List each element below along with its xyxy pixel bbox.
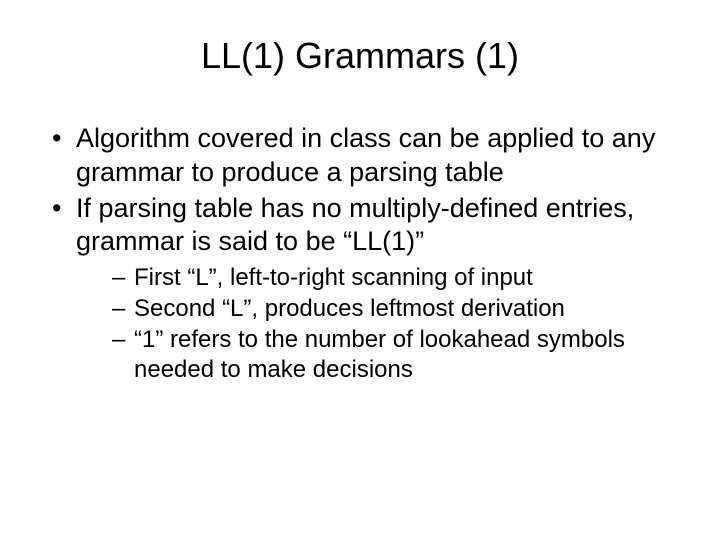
- main-bullet-list: Algorithm covered in class can be applie…: [40, 122, 680, 385]
- bullet-item: If parsing table has no multiply-defined…: [50, 192, 680, 386]
- sub-bullet-list: First “L”, left-to-right scanning of inp…: [76, 263, 680, 385]
- slide-container: LL(1) Grammars (1) Algorithm covered in …: [0, 0, 720, 540]
- sub-bullet-item: Second “L”, produces leftmost derivation: [112, 294, 680, 324]
- slide-title: LL(1) Grammars (1): [40, 35, 680, 77]
- sub-bullet-item: “1” refers to the number of lookahead sy…: [112, 325, 680, 385]
- sub-bullet-item: First “L”, left-to-right scanning of inp…: [112, 263, 680, 293]
- bullet-item: Algorithm covered in class can be applie…: [50, 122, 680, 190]
- bullet-text: If parsing table has no multiply-defined…: [76, 193, 634, 257]
